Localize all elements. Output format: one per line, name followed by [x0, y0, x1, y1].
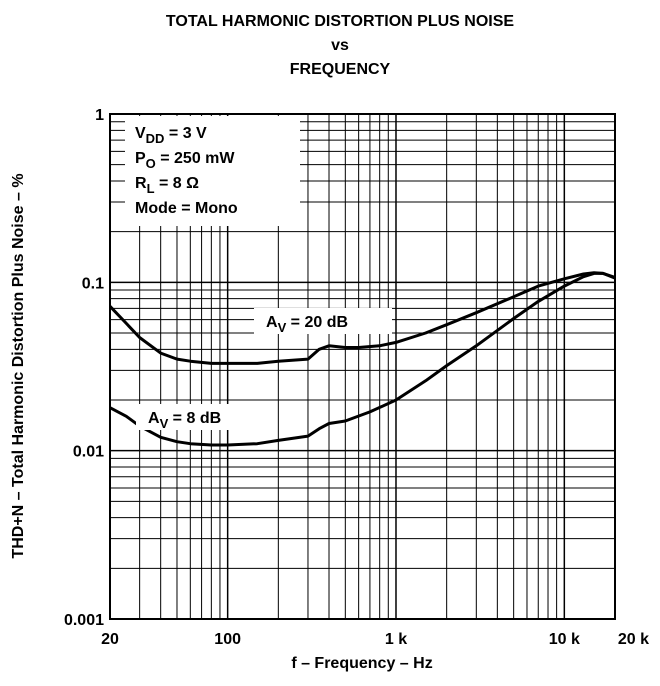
condition-sub: L — [147, 181, 155, 196]
line-series — [108, 271, 616, 365]
condition-text: Mode = Mono — [135, 200, 238, 217]
condition-text: = 250 mW — [156, 150, 236, 167]
condition-text: = 8 Ω — [155, 175, 200, 192]
y-axis-label: THD+N – Total Harmonic Distortion Plus N… — [10, 173, 27, 558]
x-tick-label: 10 k — [549, 631, 580, 648]
condition-text: V — [135, 125, 146, 142]
chart-title: vs — [331, 37, 349, 54]
x-tick-label: 20 — [101, 631, 119, 648]
condition-text: = 3 V — [164, 125, 207, 142]
label-box — [254, 308, 392, 334]
x-axis-label: f – Frequency – Hz — [291, 655, 432, 672]
y-tick-label: 0.01 — [73, 444, 104, 461]
conditions-box — [125, 116, 300, 226]
y-tick-label: 0.001 — [64, 612, 104, 629]
condition-text: P — [135, 150, 146, 167]
series-label-text: A — [266, 314, 278, 331]
condition: VDD = 3 V — [135, 125, 207, 146]
x-tick-label: 100 — [214, 631, 241, 648]
series-label: AV = 8 dB — [148, 410, 221, 431]
series-label: AV = 20 dB — [266, 314, 348, 335]
series-label-sub: V — [160, 416, 169, 431]
x-tick-label: 20 k — [618, 631, 649, 648]
y-tick-label: 1 — [95, 107, 104, 124]
condition-sub: O — [146, 156, 156, 171]
chart-title: FREQUENCY — [290, 61, 391, 78]
series-label-text: = 20 dB — [286, 314, 348, 331]
condition: PO = 250 mW — [135, 150, 235, 171]
condition-sub: DD — [146, 131, 165, 146]
series-label-text: = 8 dB — [168, 410, 221, 427]
plot-frame — [109, 113, 616, 620]
chart-title: TOTAL HARMONIC DISTORTION PLUS NOISE — [166, 13, 514, 30]
condition: Mode = Mono — [135, 200, 238, 217]
line-series — [109, 271, 616, 447]
label-box — [136, 404, 266, 430]
series-label-text: A — [148, 410, 160, 427]
x-tick-label: 1 k — [385, 631, 407, 648]
condition: RL = 8 Ω — [135, 175, 199, 196]
y-tick-label: 0.1 — [82, 275, 104, 292]
series-label-sub: V — [278, 320, 287, 335]
condition-text: R — [135, 175, 147, 192]
